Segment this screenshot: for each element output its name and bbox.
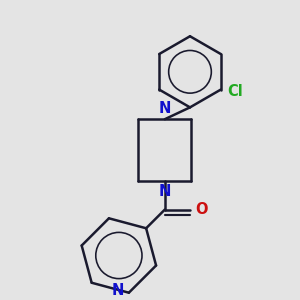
Text: N: N <box>159 101 171 116</box>
Text: N: N <box>159 184 171 200</box>
Text: N: N <box>111 283 124 298</box>
Text: O: O <box>195 202 208 217</box>
Text: Cl: Cl <box>227 85 243 100</box>
